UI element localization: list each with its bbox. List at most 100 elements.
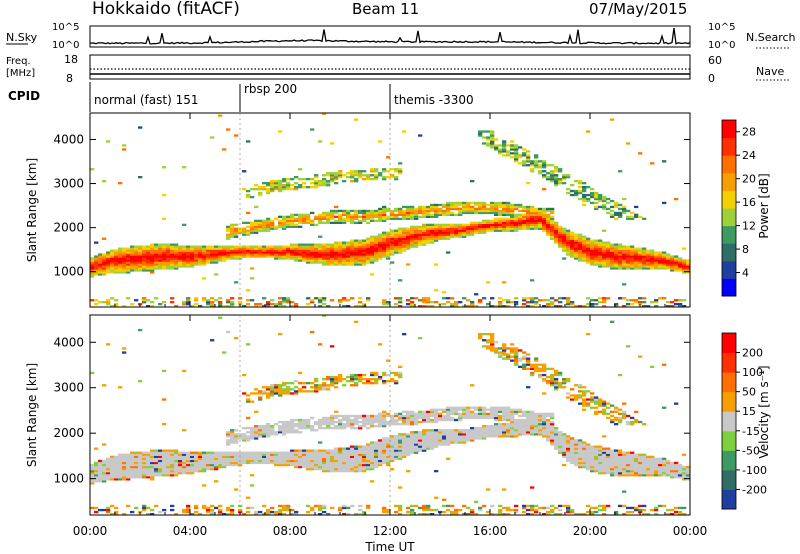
power-cell (542, 174, 547, 177)
power-cell (354, 255, 359, 258)
velocity-cell (206, 455, 211, 458)
power-cell (322, 261, 327, 264)
power-cell (258, 225, 263, 228)
power-cell (350, 219, 355, 222)
power-cell (594, 263, 599, 266)
power-cell (566, 297, 571, 300)
velocity-cell (454, 439, 459, 442)
velocity-cell (126, 465, 131, 469)
power-cell (574, 251, 579, 254)
velocity-cell (350, 418, 355, 422)
power-cell (630, 245, 635, 248)
velocity-cell (326, 423, 331, 426)
velocity-cell (570, 455, 575, 458)
velocity-cell (538, 427, 543, 430)
power-cell (594, 261, 599, 264)
power-cell (374, 241, 379, 244)
velocity-cell (250, 451, 255, 454)
power-cell (326, 257, 331, 260)
velocity-cell (502, 429, 507, 432)
velocity-cell (334, 451, 339, 454)
power-cell (542, 229, 547, 232)
power-cell (242, 170, 247, 173)
velocity-cell (390, 453, 395, 456)
velocity-cell (438, 433, 443, 436)
power-cell (150, 245, 155, 248)
velocity-cell (434, 435, 439, 438)
power-cell (422, 239, 427, 242)
power-cell (246, 195, 251, 199)
power-cell (270, 253, 275, 256)
velocity-cell (550, 414, 555, 418)
power-cell (266, 189, 271, 193)
power-cell (410, 239, 415, 242)
power-cell (554, 170, 559, 173)
velocity-cell (438, 408, 443, 411)
velocity-cell (374, 443, 379, 446)
power-cell (494, 207, 499, 211)
power-cell (586, 186, 591, 189)
velocity-cell (462, 441, 467, 444)
velocity-cell (194, 461, 199, 465)
power-cell (194, 263, 199, 266)
power-cell (646, 253, 651, 256)
power-cell (434, 211, 439, 215)
velocity-cell (342, 463, 347, 467)
power-cell (366, 176, 371, 179)
power-cell (418, 235, 423, 238)
velocity-cell (522, 425, 527, 428)
power-cell (174, 305, 179, 308)
power-cell (594, 197, 599, 201)
power-cell (630, 261, 635, 264)
velocity-cell (298, 463, 303, 467)
power-cell (142, 265, 147, 268)
velocity-cell (502, 343, 507, 346)
velocity-cell (418, 416, 423, 420)
power-cell (634, 263, 639, 266)
velocity-cell (482, 433, 487, 436)
power-cell (570, 233, 575, 236)
power-cell (330, 213, 335, 216)
power-cell (174, 245, 179, 248)
velocity-cell (522, 367, 527, 370)
velocity-cell (506, 353, 511, 356)
power-cell (414, 245, 419, 248)
velocity-cell (450, 408, 455, 411)
velocity-cell (454, 431, 459, 434)
velocity-cell (458, 416, 463, 420)
velocity-cell (506, 410, 511, 413)
power-cell (286, 178, 291, 181)
power-cell (506, 213, 511, 216)
velocity-cell (254, 437, 259, 440)
power-cell (222, 305, 227, 308)
power-cell (490, 225, 495, 228)
power-cell (246, 245, 251, 248)
power-cell (630, 247, 635, 250)
velocity-cell (182, 510, 187, 514)
power-cell (438, 237, 443, 240)
velocity-cell (434, 420, 439, 424)
power-cell (310, 249, 315, 252)
velocity-cell (550, 433, 555, 436)
power-cell (446, 237, 451, 240)
power-cell (474, 211, 479, 215)
velocity-cell (478, 508, 483, 512)
velocity-cell (190, 453, 195, 456)
velocity-cell (534, 363, 539, 366)
velocity-cell (470, 431, 475, 434)
velocity-cell (562, 386, 567, 389)
power-cell (622, 253, 627, 256)
velocity-cell (142, 468, 147, 471)
velocity-cell (214, 465, 219, 469)
power-cell (474, 207, 479, 211)
velocity-cell (402, 439, 407, 442)
power-cell (366, 178, 371, 181)
velocity-cell (558, 513, 563, 516)
power-cell (110, 255, 115, 258)
velocity-cell (362, 457, 367, 460)
power-cell (234, 253, 239, 256)
power-cell (286, 188, 291, 191)
power-cell (466, 223, 471, 226)
velocity-cell (246, 343, 251, 346)
